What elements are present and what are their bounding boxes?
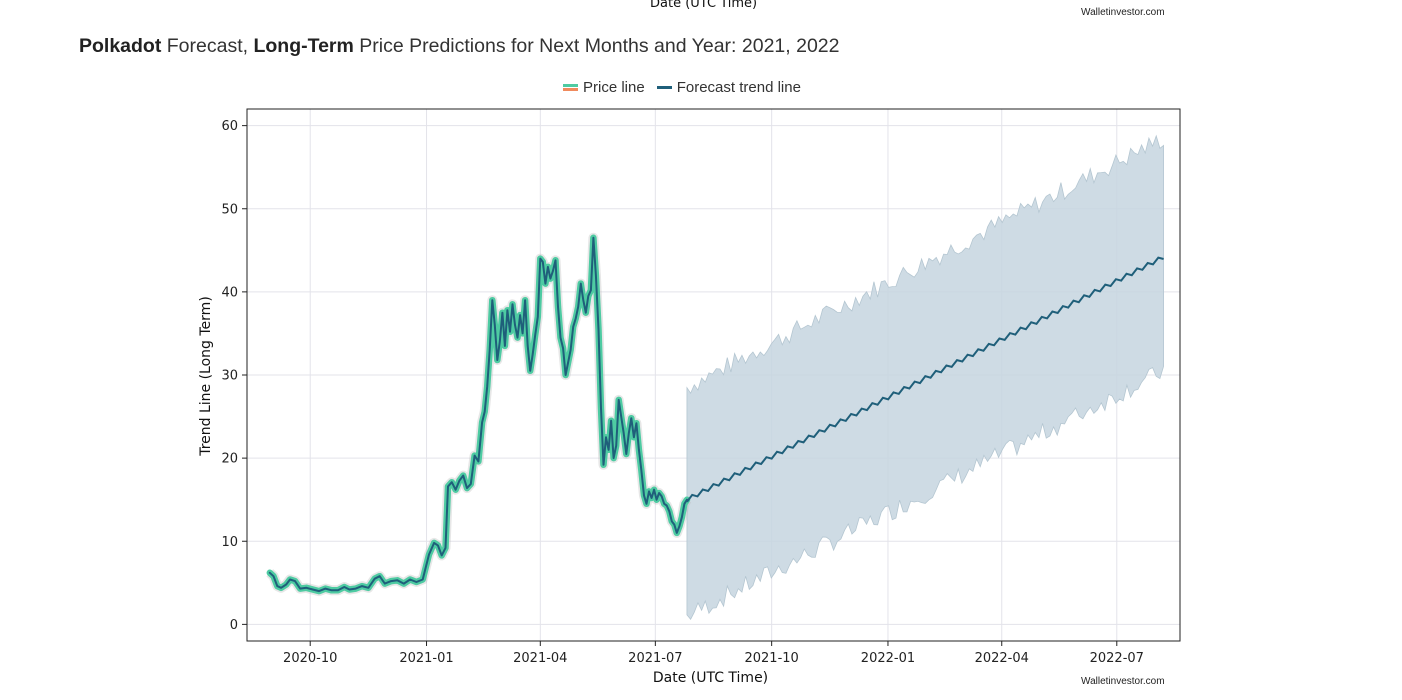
x-tick-label: 2020-10 <box>283 651 337 666</box>
y-axis-label: Trend Line (Long Term) <box>198 296 214 457</box>
x-tick-label: 2021-01 <box>399 651 453 666</box>
top-axis-label: Date (UTC Time) <box>650 0 758 11</box>
legend-swatch-price <box>563 84 578 91</box>
x-tick-label: 2022-01 <box>861 651 915 666</box>
title-part1: Forecast, <box>161 35 254 57</box>
y-tick-label: 60 <box>221 119 238 134</box>
legend-item-forecast: Forecast trend line <box>656 79 801 96</box>
credit-top: Walletinvestor.com <box>1081 7 1165 18</box>
y-tick-label: 20 <box>221 452 238 467</box>
y-tick-label: 10 <box>221 535 238 550</box>
legend-item-price: Price line <box>563 79 645 96</box>
x-tick-label: 2021-07 <box>628 651 682 666</box>
x-tick-label: 2022-04 <box>975 651 1029 666</box>
y-tick-label: 30 <box>221 369 238 384</box>
x-tick-label: 2021-04 <box>513 651 567 666</box>
x-axis-label: Date (UTC Time) <box>653 670 768 686</box>
chart-legend: Price line Forecast trend line <box>563 79 813 96</box>
title-bold2: Long-Term <box>253 35 354 57</box>
legend-swatch-forecast <box>656 86 672 89</box>
credit-bottom: Walletinvestor.com <box>1081 676 1165 687</box>
title-part2: Price Predictions for Next Months and Ye… <box>353 35 840 57</box>
y-tick-label: 50 <box>221 202 238 217</box>
forecast-trend-line <box>686 256 1164 503</box>
y-tick-label: 0 <box>230 618 238 633</box>
x-tick-label: 2022-07 <box>1090 651 1144 666</box>
page-title: Polkadot Forecast, Long-Term Price Predi… <box>79 35 839 58</box>
y-tick-label: 40 <box>221 285 238 300</box>
x-tick-label: 2021-10 <box>744 651 798 666</box>
legend-label-forecast: Forecast trend line <box>676 79 801 96</box>
legend-label-price: Price line <box>583 79 645 96</box>
price-line <box>268 236 688 593</box>
title-brand: Polkadot <box>79 35 162 57</box>
